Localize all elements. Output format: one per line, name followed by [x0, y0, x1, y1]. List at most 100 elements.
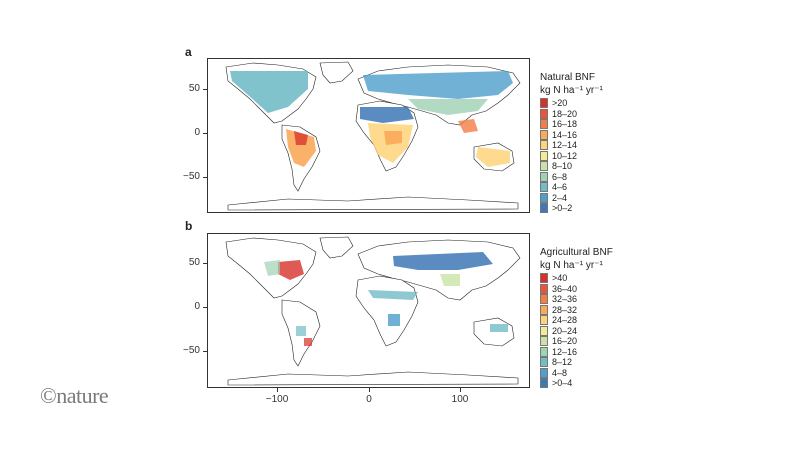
legend-item: 12–14: [540, 140, 577, 150]
africa-landmass: [355, 275, 419, 347]
legend-swatch: [540, 140, 548, 150]
panel-a-world-map: [225, 61, 521, 211]
legend-item: >0–4: [540, 378, 572, 388]
xtick-0: 0: [366, 394, 372, 405]
legend-label: 8–10: [552, 161, 573, 171]
legend-swatch: [540, 203, 548, 213]
panel-b-bnf-shading: [264, 252, 508, 346]
panel-a-legend-title: Natural BNF kg N ha⁻¹ yr⁻¹: [540, 71, 603, 97]
panel-a-ytick-minus50: −50: [183, 171, 200, 182]
legend-item: 8–10: [540, 161, 572, 171]
legend-label: 18–20: [552, 108, 578, 119]
legend-label: 28–32: [552, 304, 578, 315]
legend-item: 20–24: [540, 325, 578, 336]
greenland-landmass: [319, 236, 354, 259]
legend-item: 16–18: [540, 119, 577, 129]
panel-a-letter: a: [185, 45, 192, 59]
legend-label: 16–18: [552, 119, 578, 129]
legend-item: 2–4: [540, 192, 568, 203]
legend-item: 32–36: [540, 294, 577, 304]
antarctica-landmass: [227, 196, 519, 211]
legend-item: 8–12: [540, 357, 572, 367]
legend-item: 10–12: [540, 150, 578, 161]
legend-label: 6–8: [552, 171, 568, 182]
xtick-mark: [277, 388, 278, 392]
panel-a-map: [207, 58, 530, 213]
legend-swatch: [540, 129, 548, 140]
panel-a-bnf-shading: [230, 71, 513, 167]
panel-b-legend-title: Agricultural BNF kg N ha⁻¹ yr⁻¹: [540, 246, 613, 272]
greenland-landmass: [319, 61, 354, 84]
panel-b-letter: b: [185, 219, 193, 233]
legend-swatch: [540, 325, 548, 336]
legend-swatch: [540, 357, 548, 367]
legend-label: >20: [552, 98, 568, 108]
legend-swatch: [540, 367, 548, 378]
panel-b-legend-title-line2: kg N ha⁻¹ yr⁻¹: [540, 260, 603, 271]
legend-label: 10–12: [552, 150, 578, 161]
panel-b-ytick-mark: [203, 307, 207, 308]
panel-b-ytick-minus50: −50: [183, 345, 200, 356]
legend-label: 14–16: [552, 129, 578, 140]
panel-a-ytick-50: 50: [188, 83, 200, 94]
xtick-100: 100: [451, 394, 469, 405]
legend-label: 36–40: [552, 283, 578, 294]
legend-label: 2–4: [552, 192, 568, 203]
legend-swatch: [540, 346, 548, 357]
legend-label: 12–16: [552, 346, 578, 357]
legend-item: 4–8: [540, 367, 568, 378]
nature-logo: ©nature: [40, 383, 109, 408]
panel-a-legend-title-line2: kg N ha⁻¹ yr⁻¹: [540, 85, 603, 96]
legend-item: 28–32: [540, 304, 578, 315]
legend-label: >0–4: [552, 378, 573, 388]
panel-b-ytick-mark: [203, 351, 207, 352]
panel-b-ytick-0: 0: [194, 301, 200, 312]
panel-b-legend-title-line1: Agricultural BNF: [540, 247, 613, 258]
legend-label: 16–20: [552, 336, 578, 346]
panel-a-legend-title-line1: Natural BNF: [540, 72, 596, 83]
legend-swatch: [540, 304, 548, 315]
legend-swatch: [540, 336, 548, 346]
legend-item: 6–8: [540, 171, 568, 182]
xtick-minus100: −100: [265, 394, 289, 405]
legend-item: >20: [540, 98, 567, 108]
panel-b-ytick-mark: [203, 263, 207, 264]
legend-label: 12–14: [552, 140, 578, 150]
legend-item: >0–2: [540, 203, 572, 213]
legend-item: >40: [540, 273, 567, 283]
legend-item: 36–40: [540, 283, 578, 294]
legend-swatch: [540, 273, 548, 283]
panel-a-ytick-mark: [203, 133, 207, 134]
legend-item: 16–20: [540, 336, 577, 346]
legend-swatch: [540, 294, 548, 304]
xtick-mark: [460, 388, 461, 392]
legend-item: 18–20: [540, 108, 578, 119]
legend-label: 20–24: [552, 325, 578, 336]
legend-label: 8–12: [552, 357, 573, 367]
legend-swatch: [540, 315, 548, 325]
legend-label: 32–36: [552, 294, 578, 304]
legend-swatch: [540, 98, 548, 108]
legend-item: 12–16: [540, 346, 578, 357]
panel-a-ytick-0: 0: [194, 127, 200, 138]
legend-label: >0–2: [552, 203, 573, 213]
legend-swatch: [540, 378, 548, 388]
legend-swatch: [540, 283, 548, 294]
legend-swatch: [540, 182, 548, 192]
legend-swatch: [540, 161, 548, 171]
legend-label: 24–28: [552, 315, 578, 325]
legend-swatch: [540, 108, 548, 119]
legend-item: 24–28: [540, 315, 577, 325]
panel-b-world-map: [225, 236, 521, 386]
legend-swatch: [540, 192, 548, 203]
legend-label: 4–6: [552, 182, 568, 192]
antarctica-landmass: [227, 371, 519, 386]
legend-label: >40: [552, 273, 568, 283]
legend-swatch: [540, 150, 548, 161]
xtick-mark: [369, 388, 370, 392]
legend-item: 4–6: [540, 182, 567, 192]
legend-label: 4–8: [552, 367, 568, 378]
legend-item: 14–16: [540, 129, 578, 140]
legend-swatch: [540, 119, 548, 129]
panel-b-map: [207, 233, 530, 388]
